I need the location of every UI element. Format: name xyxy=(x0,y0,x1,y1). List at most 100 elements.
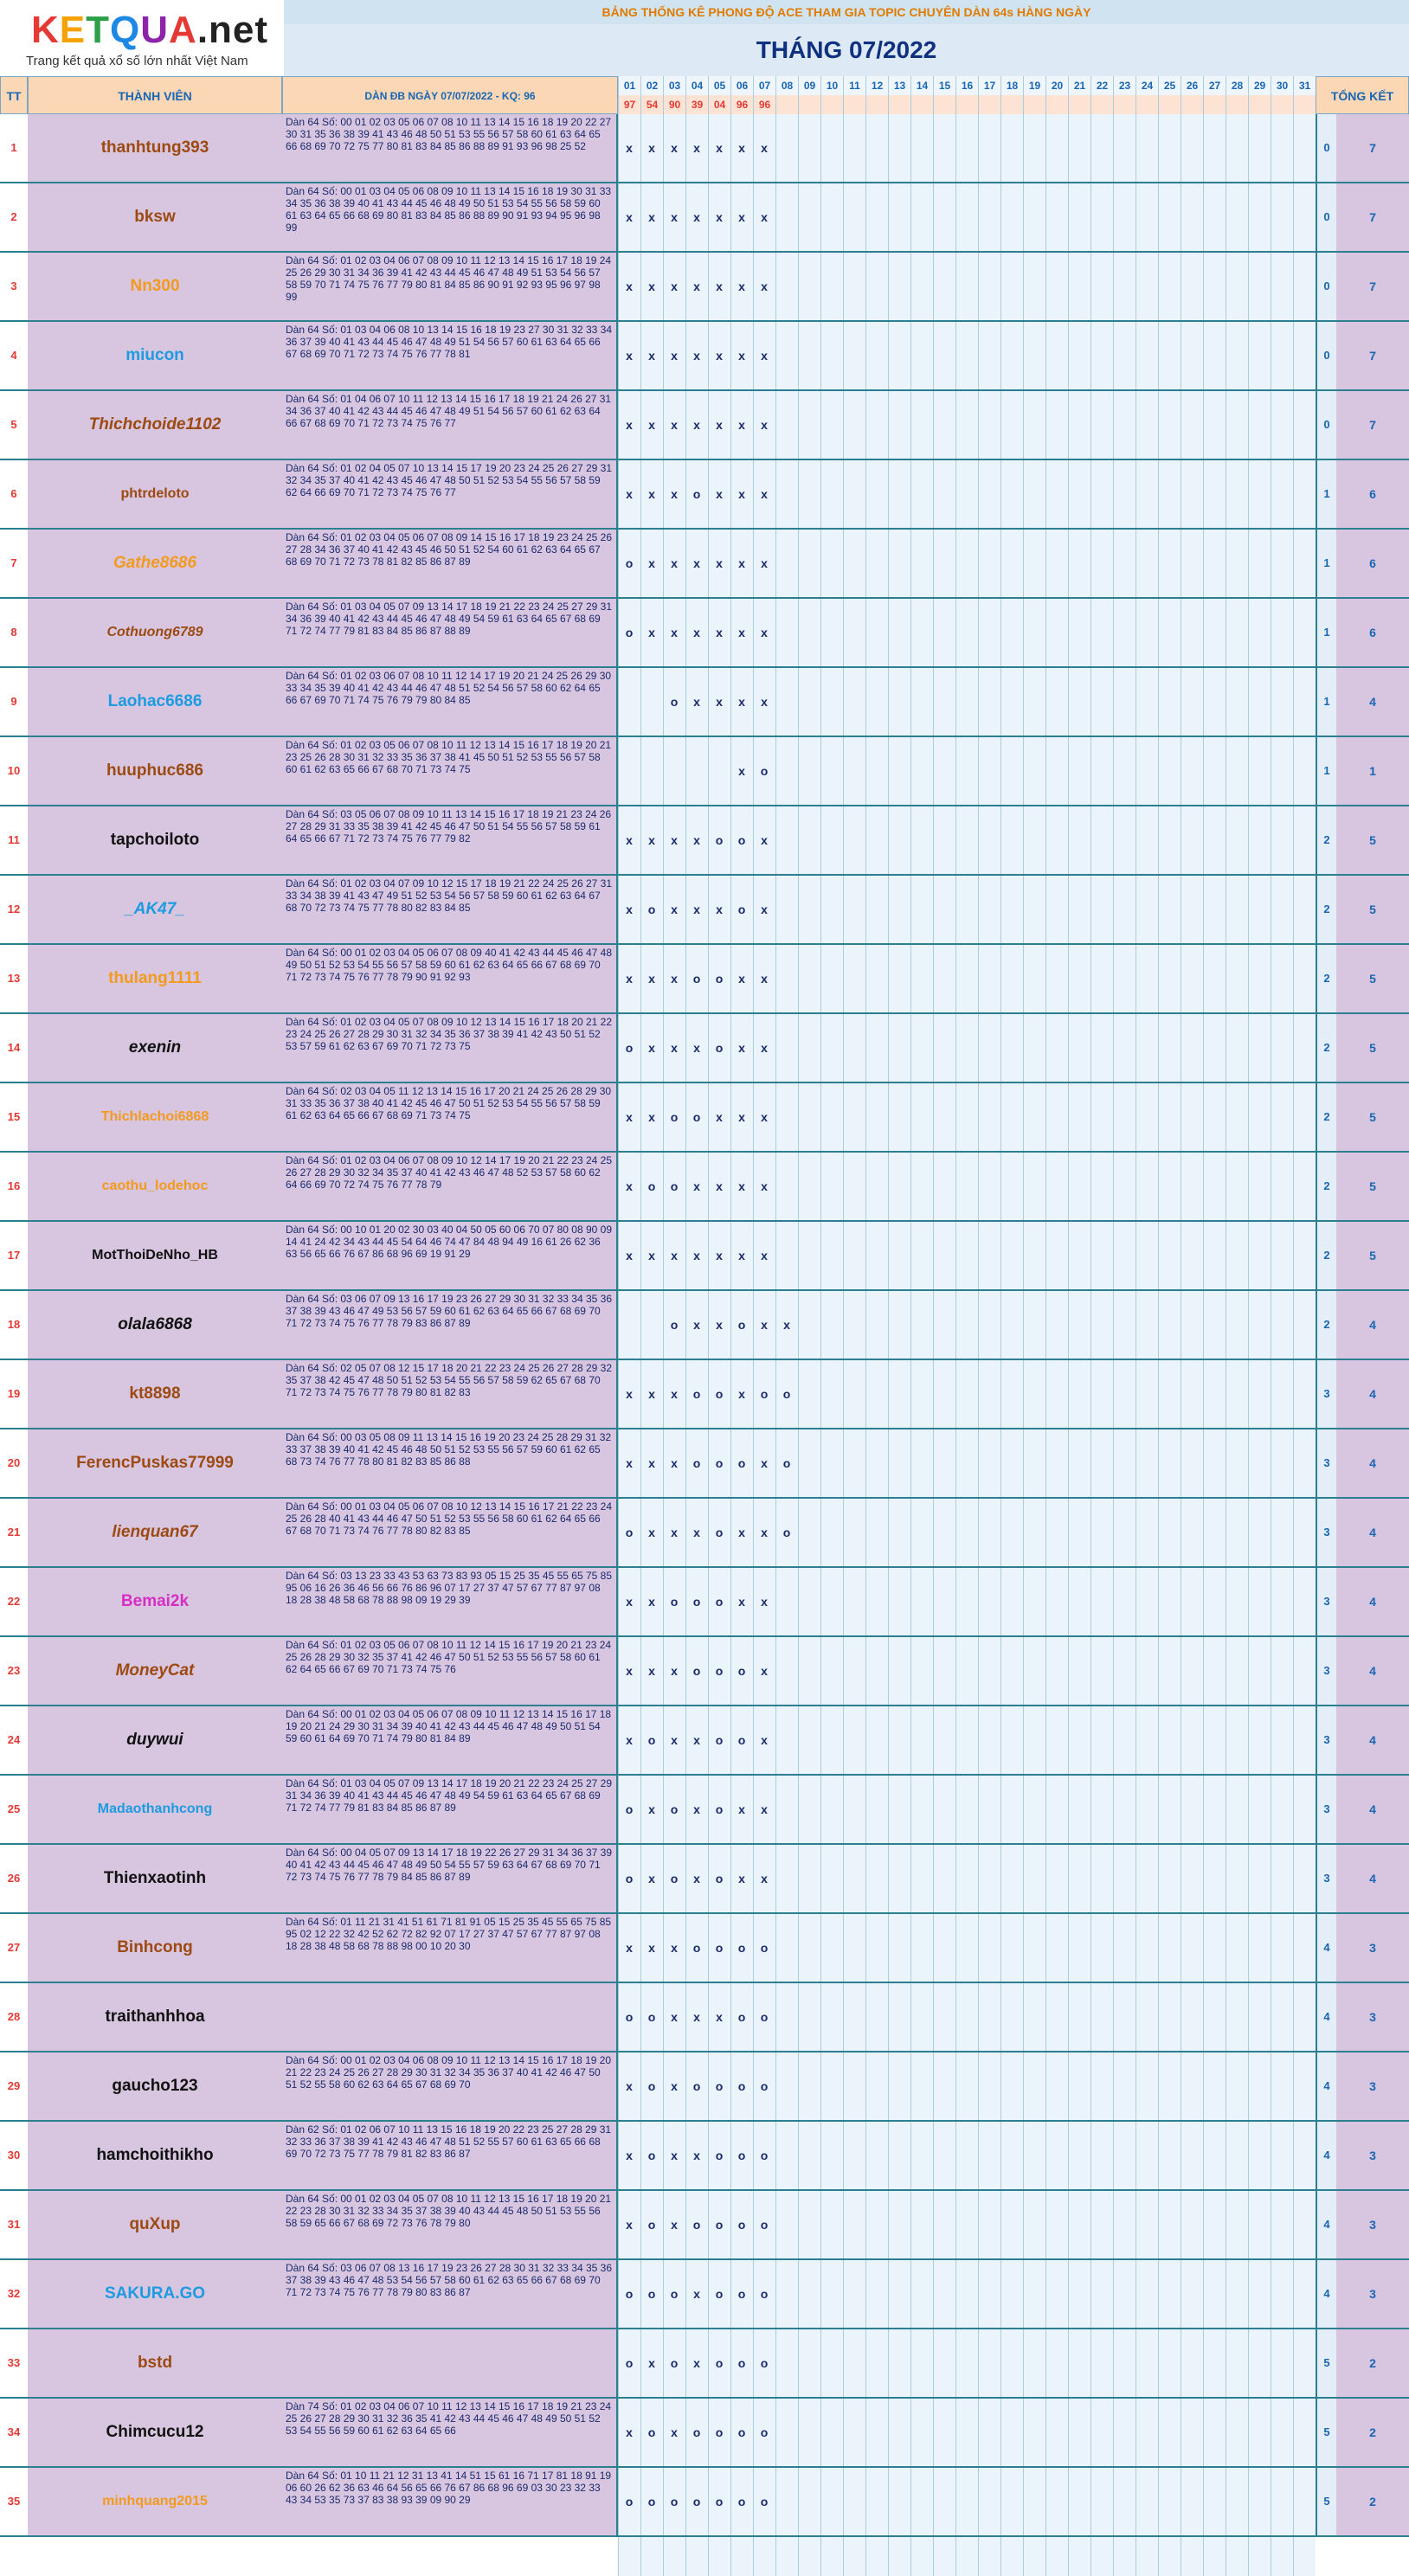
dan-numbers: Dàn 64 Số: 03 06 07 08 13 16 17 19 23 26… xyxy=(282,2260,618,2328)
member-name[interactable]: lienquan67 xyxy=(28,1499,283,1566)
hit-mark: o xyxy=(737,1941,746,1955)
member-name[interactable]: olala6868 xyxy=(28,1291,283,1359)
member-name[interactable]: hamchoithikho xyxy=(28,2122,283,2189)
day-gridline xyxy=(1203,76,1204,2576)
hit-mark: o xyxy=(782,1456,791,1470)
member-name[interactable]: caothu_lodehoc xyxy=(28,1153,283,1220)
miss-mark: x xyxy=(626,2079,633,2093)
miss-count: 6 xyxy=(1336,599,1409,666)
day-result-16 xyxy=(955,95,978,114)
day-header-25: 25 xyxy=(1158,76,1181,95)
member-name[interactable]: miucon xyxy=(28,322,283,389)
table-row: 9 Laohac6686 Dàn 64 Số: 01 02 03 06 07 08 … xyxy=(0,668,1409,737)
member-name[interactable]: exenin xyxy=(28,1014,283,1082)
hit-mark: o xyxy=(715,2356,724,2370)
table-row: 7 Gathe8686 Dàn 64 Số: 01 02 03 04 05 06 0… xyxy=(0,530,1409,599)
member-name[interactable]: thulang1111 xyxy=(28,945,283,1012)
hit-mark: o xyxy=(647,2495,656,2509)
miss-count: 2 xyxy=(1336,2329,1409,2397)
member-name[interactable]: _AK47_ xyxy=(28,876,283,943)
miss-mark: x xyxy=(761,1595,768,1609)
table-row: 15 Thichlachoi6868 Dàn 64 Số: 02 03 04 05 … xyxy=(0,1083,1409,1153)
hit-count: 1 xyxy=(1316,737,1336,805)
member-name[interactable]: bstd xyxy=(28,2329,283,2397)
dan-numbers: Dàn 64 Số: 01 02 03 04 06 07 08 09 10 12… xyxy=(282,1153,618,1220)
hit-count: 1 xyxy=(1316,460,1336,528)
miss-count: 7 xyxy=(1336,253,1409,320)
miss-mark: x xyxy=(761,1802,768,1816)
member-name[interactable]: gaucho123 xyxy=(28,2052,283,2120)
day-header-02: 02 xyxy=(640,76,663,95)
member-name[interactable]: Laohac6686 xyxy=(28,668,283,736)
day-result-08 xyxy=(775,95,798,114)
header-tt: TT xyxy=(0,76,28,114)
miss-count: 2 xyxy=(1336,2399,1409,2466)
miss-mark: x xyxy=(648,210,655,224)
member-name[interactable]: SAKURA.GO xyxy=(28,2260,283,2328)
hit-mark: o xyxy=(760,2218,769,2232)
day-result-28 xyxy=(1226,95,1248,114)
member-name[interactable]: Nn300 xyxy=(28,253,283,320)
miss-mark: x xyxy=(626,1387,633,1401)
row-index: 14 xyxy=(0,1014,29,1082)
hit-count: 0 xyxy=(1316,114,1336,182)
hit-mark: o xyxy=(692,1941,701,1955)
member-name[interactable]: duywui xyxy=(28,1706,283,1774)
member-name[interactable]: kt8898 xyxy=(28,1360,283,1428)
member-name[interactable]: thanhtung393 xyxy=(28,114,283,182)
hit-mark: o xyxy=(670,695,679,709)
member-name[interactable]: Cothuong6789 xyxy=(28,599,283,666)
member-name[interactable]: Madaothanhcong xyxy=(28,1776,283,1843)
hit-mark: o xyxy=(692,2079,701,2093)
member-name[interactable]: quXup xyxy=(28,2191,283,2258)
member-name[interactable]: traithanhhoa xyxy=(28,1983,283,2051)
hit-mark: o xyxy=(715,2218,724,2232)
member-name[interactable]: phtrdeloto xyxy=(28,460,283,528)
member-name[interactable]: MoneyCat xyxy=(28,1637,283,1705)
miss-mark: x xyxy=(648,1110,655,1124)
miss-count: 6 xyxy=(1336,460,1409,528)
member-name[interactable]: FerencPuskas77999 xyxy=(28,1429,283,1497)
ketqua-logo[interactable]: KETQUA.net Trang kết quả xổ số lớn nhất … xyxy=(0,0,284,80)
miss-count: 4 xyxy=(1336,1360,1409,1428)
table-row: 28 traithanhhoa o o x x x o o 4 3 xyxy=(0,1983,1409,2052)
header-total: TỔNG KẾT xyxy=(1316,76,1409,114)
row-index: 7 xyxy=(0,530,29,597)
miss-mark: x xyxy=(626,972,633,986)
hit-mark: o xyxy=(782,1387,791,1401)
day-header-08: 08 xyxy=(775,76,798,95)
member-name[interactable]: MotThoiDeNho_HB xyxy=(28,1222,283,1289)
member-name[interactable]: Bemai2k xyxy=(28,1568,283,1635)
dan-numbers xyxy=(282,2329,618,2397)
hit-count: 2 xyxy=(1316,1222,1336,1289)
member-name[interactable]: huuphuc686 xyxy=(28,737,283,805)
member-name[interactable]: Gathe8686 xyxy=(28,530,283,597)
day-gridline xyxy=(685,76,686,2576)
table-row: 12 _AK47_ Dàn 64 Số: 01 02 03 04 07 09 10 … xyxy=(0,876,1409,945)
member-name[interactable]: Binhcong xyxy=(28,1914,283,1982)
member-name[interactable]: tapchoiloto xyxy=(28,806,283,874)
miss-mark: x xyxy=(671,556,678,570)
miss-mark: x xyxy=(738,1179,745,1193)
miss-mark: x xyxy=(738,1802,745,1816)
hit-mark: o xyxy=(715,1733,724,1747)
hit-count: 0 xyxy=(1316,253,1336,320)
table-row: 14 exenin Dàn 64 Số: 01 02 03 04 05 07 08 … xyxy=(0,1014,1409,1083)
member-name[interactable]: bksw xyxy=(28,183,283,251)
member-name[interactable]: Chimcucu12 xyxy=(28,2399,283,2466)
miss-mark: x xyxy=(648,1249,655,1262)
member-name[interactable]: minhquang2015 xyxy=(28,2468,283,2535)
dan-numbers: Dàn 64 Số: 00 01 02 03 05 06 07 08 10 11… xyxy=(282,114,618,182)
day-gridline xyxy=(1113,76,1114,2576)
member-name[interactable]: Thienxaotinh xyxy=(28,1845,283,1912)
hit-mark: o xyxy=(647,1179,656,1193)
dan-numbers: Dàn 64 Số: 01 02 03 05 06 07 08 10 11 12… xyxy=(282,1637,618,1705)
dan-numbers: Dàn 64 Số: 00 01 03 04 05 06 07 08 10 12… xyxy=(282,1499,618,1566)
miss-count: 4 xyxy=(1336,1499,1409,1566)
header-member: THÀNH VIÊN xyxy=(28,76,282,114)
miss-mark: x xyxy=(738,556,745,570)
member-name[interactable]: Thichchoide1102 xyxy=(28,391,283,459)
member-name[interactable]: Thichlachoi6868 xyxy=(28,1083,283,1151)
miss-mark: x xyxy=(716,210,723,224)
miss-mark: x xyxy=(626,349,633,363)
